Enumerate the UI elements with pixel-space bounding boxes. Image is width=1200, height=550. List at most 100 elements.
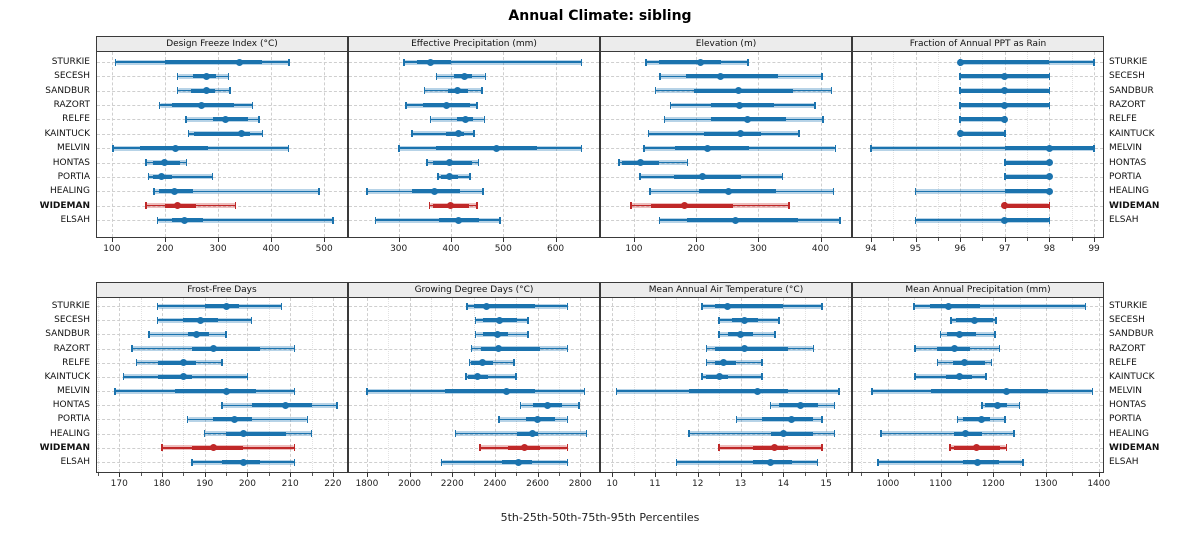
- median-dot: [1001, 101, 1009, 109]
- axis-tick: [503, 238, 505, 242]
- whisker-5-95: [403, 61, 582, 63]
- interquartile-bar-25-75: [473, 304, 536, 308]
- gridline-vertical: [161, 298, 163, 472]
- site-label-razort: RAZORT: [1109, 100, 1146, 111]
- whisker-5-95: [466, 376, 517, 378]
- median-dot: [446, 159, 454, 167]
- interquartile-bar-25-75: [952, 360, 985, 365]
- whisker-cap: [821, 302, 823, 310]
- gridline-vertical: [758, 52, 760, 237]
- interquartile-bar-25-75: [714, 346, 788, 351]
- whisker-cap: [833, 401, 836, 409]
- axis-tick-label: 1100: [929, 479, 952, 489]
- interquartile-bar-25-75: [960, 60, 1050, 64]
- median-dot: [495, 316, 503, 324]
- gridline-vertical: [633, 52, 635, 237]
- whisker-cap: [995, 316, 997, 324]
- gridline-horizontal: [349, 334, 599, 336]
- axis-tick: [290, 473, 292, 477]
- whisker-cap: [839, 216, 841, 224]
- whisker-cap: [306, 415, 308, 423]
- whisker-5-95: [914, 305, 1086, 307]
- whisker-cap: [318, 187, 320, 195]
- gridline-minor: [388, 298, 390, 472]
- gridline-minor: [516, 298, 518, 472]
- gridline-vertical: [820, 52, 822, 237]
- whisker-cap: [437, 173, 439, 181]
- median-dot: [1001, 202, 1009, 210]
- gridline-minor: [633, 298, 635, 472]
- axis-tick-label: 2400: [483, 479, 507, 489]
- whisker-cap: [645, 58, 647, 66]
- median-dot: [697, 58, 704, 66]
- whisker-5-95: [702, 376, 762, 378]
- median-dot: [1045, 173, 1053, 181]
- median-dot: [171, 144, 179, 152]
- site-label-melvin: MELVIN: [56, 143, 90, 154]
- axis-tick-label: 200: [238, 479, 257, 489]
- whisker-cap: [701, 373, 703, 381]
- interquartile-bar-25-75: [251, 403, 312, 408]
- median-dot: [680, 202, 688, 210]
- median-dot: [474, 373, 482, 381]
- median-dot: [978, 415, 986, 423]
- interquartile-bar-25-75: [190, 88, 216, 93]
- axis-tick-minor: [311, 473, 313, 476]
- interquartile-bar-25-75: [704, 131, 762, 136]
- site-label-relfe: RELFE: [62, 114, 90, 125]
- axis-tick-label: 300: [390, 244, 408, 254]
- gridline-vertical: [740, 298, 742, 472]
- whisker-cap: [1022, 458, 1024, 466]
- site-label-kaintuck: KAINTUCK: [1109, 371, 1155, 382]
- median-dot: [698, 173, 706, 181]
- whisker-cap: [145, 159, 147, 167]
- whisker-cap: [914, 373, 916, 381]
- whisker-cap: [251, 101, 254, 109]
- gridline-minor: [473, 298, 475, 472]
- site-label-kaintuck: KAINTUCK: [1109, 128, 1155, 139]
- whisker-cap: [914, 187, 917, 195]
- whisker-cap: [515, 373, 517, 381]
- axis-tick: [111, 238, 113, 242]
- gridline-vertical: [993, 298, 995, 472]
- whisker-cap: [798, 130, 800, 138]
- interquartile-bar-25-75: [164, 60, 263, 64]
- median-dot: [239, 430, 247, 438]
- whisker-cap: [814, 101, 816, 109]
- median-dot: [461, 72, 469, 80]
- whisker-cap: [812, 345, 815, 353]
- axis-tick: [654, 473, 656, 477]
- whisker-cap: [310, 430, 313, 438]
- whisker-cap: [332, 216, 334, 224]
- median-dot: [741, 316, 749, 324]
- median-dot: [971, 316, 979, 324]
- gridline-vertical: [204, 298, 206, 472]
- whisker-cap: [718, 444, 720, 452]
- axis-tick: [1004, 238, 1006, 242]
- axis-tick-minor: [893, 238, 895, 241]
- median-dot: [994, 401, 1001, 409]
- gridline-vertical: [580, 298, 582, 472]
- gridline-vertical: [271, 52, 273, 237]
- axis-tick-minor: [473, 473, 475, 476]
- site-label-wideman: WIDEMAN: [39, 442, 90, 453]
- gridline-minor: [558, 298, 560, 472]
- median-dot: [202, 72, 210, 80]
- whisker-cap: [774, 330, 776, 338]
- panel-plot-area: [600, 52, 852, 238]
- median-dot: [235, 58, 243, 66]
- whisker-cap: [705, 359, 708, 367]
- whisker-cap: [185, 115, 187, 123]
- median-dot: [960, 359, 968, 367]
- gridline-minor: [1071, 52, 1073, 237]
- axis-tick-label: 94: [865, 244, 877, 254]
- whisker-5-95: [915, 219, 1050, 221]
- whisker-cap: [477, 159, 480, 167]
- axis-tick: [612, 473, 614, 477]
- median-dot: [239, 458, 247, 466]
- median-dot: [198, 101, 206, 109]
- whisker-cap: [261, 130, 264, 138]
- median-dot: [203, 87, 211, 95]
- interquartile-bar-25-75: [444, 389, 536, 394]
- interquartile-bar-25-75: [960, 131, 1005, 136]
